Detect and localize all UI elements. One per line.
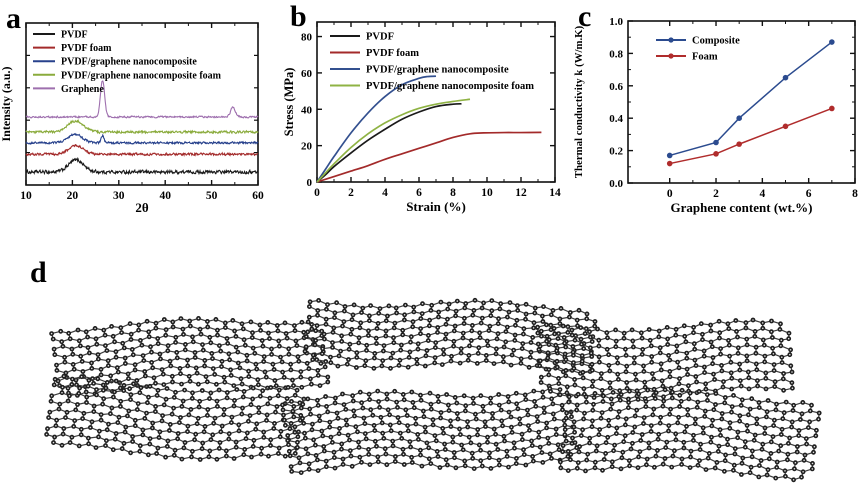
svg-text:0: 0 [307, 177, 313, 189]
svg-text:0: 0 [667, 188, 673, 200]
svg-text:4: 4 [759, 188, 765, 200]
svg-text:20: 20 [67, 190, 79, 202]
svg-text:60: 60 [301, 68, 313, 80]
svg-text:80: 80 [301, 32, 313, 44]
panel-letter-d: d [30, 256, 47, 289]
svg-text:40: 40 [301, 104, 313, 116]
svg-text:PVDF: PVDF [366, 32, 394, 43]
svg-text:0.0: 0.0 [609, 178, 623, 190]
xrd-chart: 10 20 30 40 50 60 2θ Intensity (a.u.) PVDF PVDF f… [0, 22, 264, 215]
svg-text:12: 12 [515, 187, 527, 199]
svg-text:Thermal conductivity k (W/m.K): Thermal conductivity k (W/m.K) [573, 25, 585, 178]
svg-text:10: 10 [481, 187, 493, 199]
graphene-sheet [535, 317, 795, 402]
panel-letter-c: c [578, 0, 592, 33]
panel-letter-b: b [290, 0, 307, 33]
svg-text:0.8: 0.8 [609, 48, 623, 60]
svg-text:2: 2 [348, 187, 354, 199]
svg-text:Foam: Foam [692, 52, 718, 63]
svg-text:Graphene: Graphene [61, 84, 104, 95]
svg-text:40: 40 [159, 190, 171, 202]
svg-text:PVDF/graphene nanocomposite: PVDF/graphene nanocomposite [61, 57, 197, 68]
svg-text:6: 6 [806, 188, 812, 200]
svg-text:2: 2 [713, 188, 719, 200]
svg-text:Intensity (a.u.): Intensity (a.u.) [0, 66, 13, 141]
graphene-sheet [558, 387, 822, 483]
svg-text:PVDF/graphene nanocomposite fo: PVDF/graphene nanocomposite foam [366, 81, 534, 92]
svg-text:PVDF/graphene nanocomposite: PVDF/graphene nanocomposite [366, 65, 509, 76]
svg-text:0.6: 0.6 [609, 81, 623, 93]
svg-text:8: 8 [450, 187, 456, 199]
graphene-sheet [302, 297, 598, 376]
svg-text:6: 6 [416, 187, 422, 199]
svg-text:2θ: 2θ [135, 200, 149, 215]
svg-text:50: 50 [206, 190, 218, 202]
svg-text:PVDF foam: PVDF foam [61, 43, 112, 54]
svg-text:1.0: 1.0 [609, 16, 623, 28]
thermal-conductivity-chart: 0 2 4 6 8 0.0 0.2 0.4 0.6 0.8 1.0 Graphene content … [573, 16, 858, 215]
svg-text:0: 0 [314, 187, 320, 199]
svg-text:14: 14 [549, 187, 561, 199]
svg-text:30: 30 [113, 190, 125, 202]
svg-text:20: 20 [301, 141, 313, 153]
svg-text:10: 10 [20, 190, 32, 202]
svg-text:4: 4 [382, 187, 388, 199]
graphene-sheet [44, 373, 307, 462]
svg-text:8: 8 [852, 188, 858, 200]
graphene-sheet [280, 386, 580, 476]
svg-text:Graphene content (wt.%): Graphene content (wt.%) [671, 200, 813, 215]
svg-text:0.4: 0.4 [609, 113, 623, 125]
stress-strain-chart: 0 2 4 6 8 10 12 14 0 20 40 60 80 Strain (%) Stress (MP… [283, 21, 561, 214]
panel-letter-a: a [6, 2, 21, 35]
svg-text:PVDF/graphene nanocomposite fo: PVDF/graphene nanocomposite foam [61, 70, 222, 81]
graphene-sheets-illustration [44, 297, 822, 483]
svg-text:0.2: 0.2 [609, 146, 623, 158]
svg-text:Composite: Composite [692, 36, 740, 47]
svg-text:PVDF foam: PVDF foam [366, 48, 419, 59]
svg-text:Strain (%): Strain (%) [406, 199, 466, 214]
svg-text:60: 60 [252, 190, 264, 202]
svg-text:PVDF: PVDF [61, 30, 88, 41]
graphene-sheet [49, 316, 331, 398]
svg-text:Stress (MPa): Stress (MPa) [283, 68, 296, 137]
